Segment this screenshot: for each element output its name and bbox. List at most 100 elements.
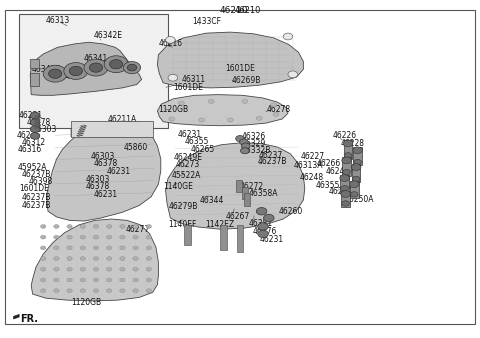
Circle shape bbox=[40, 278, 46, 282]
Circle shape bbox=[120, 278, 125, 282]
Text: 1601DE: 1601DE bbox=[226, 64, 255, 73]
Circle shape bbox=[256, 208, 267, 215]
Circle shape bbox=[93, 257, 99, 260]
Circle shape bbox=[54, 257, 59, 260]
Bar bbox=[340, 175, 349, 192]
Circle shape bbox=[93, 246, 99, 250]
Text: 46231: 46231 bbox=[18, 112, 42, 120]
Text: 46250T: 46250T bbox=[329, 187, 358, 196]
Circle shape bbox=[107, 235, 112, 239]
Circle shape bbox=[107, 267, 112, 271]
Text: 46216: 46216 bbox=[158, 40, 182, 48]
Text: 1120GB: 1120GB bbox=[71, 298, 101, 307]
Text: 46342E: 46342E bbox=[94, 31, 122, 40]
Polygon shape bbox=[13, 314, 19, 319]
Text: 46231: 46231 bbox=[178, 130, 202, 139]
Circle shape bbox=[80, 235, 85, 239]
Circle shape bbox=[133, 224, 138, 228]
Circle shape bbox=[54, 267, 59, 271]
Circle shape bbox=[273, 112, 279, 116]
Circle shape bbox=[199, 118, 204, 122]
Bar bbox=[30, 59, 39, 68]
Circle shape bbox=[80, 278, 85, 282]
Polygon shape bbox=[30, 42, 142, 95]
Circle shape bbox=[228, 118, 233, 122]
Text: 46311: 46311 bbox=[181, 75, 205, 83]
Text: 45860: 45860 bbox=[124, 143, 148, 151]
Bar bbox=[237, 225, 243, 252]
Bar bbox=[184, 225, 191, 245]
Circle shape bbox=[343, 170, 350, 175]
Circle shape bbox=[67, 278, 72, 282]
Text: 46279B: 46279B bbox=[169, 202, 198, 211]
Circle shape bbox=[120, 224, 125, 228]
Text: 46378: 46378 bbox=[85, 182, 110, 191]
Text: 46303: 46303 bbox=[90, 152, 115, 161]
Text: 45952A: 45952A bbox=[17, 163, 47, 172]
Circle shape bbox=[271, 103, 276, 107]
Text: 46278: 46278 bbox=[266, 105, 290, 114]
Text: 46267: 46267 bbox=[226, 213, 250, 221]
Circle shape bbox=[288, 71, 298, 78]
Text: 46355: 46355 bbox=[316, 181, 340, 190]
Circle shape bbox=[146, 235, 152, 239]
Text: 46277: 46277 bbox=[126, 225, 150, 234]
Circle shape bbox=[120, 267, 125, 271]
Text: 46269B: 46269B bbox=[232, 76, 261, 84]
Circle shape bbox=[241, 143, 250, 149]
Circle shape bbox=[168, 74, 178, 81]
Circle shape bbox=[30, 119, 40, 126]
Circle shape bbox=[107, 289, 112, 292]
Circle shape bbox=[30, 112, 40, 119]
Circle shape bbox=[120, 235, 125, 239]
Bar bbox=[19, 14, 168, 128]
Bar bbox=[242, 187, 248, 199]
Circle shape bbox=[146, 257, 152, 260]
Polygon shape bbox=[157, 32, 303, 88]
Bar bbox=[344, 140, 352, 159]
Text: 46250A: 46250A bbox=[345, 195, 374, 203]
Text: 46378: 46378 bbox=[94, 159, 119, 168]
Circle shape bbox=[109, 59, 123, 69]
Text: 45522A: 45522A bbox=[172, 171, 201, 180]
Circle shape bbox=[93, 289, 99, 292]
Circle shape bbox=[133, 257, 138, 260]
Text: 46332B: 46332B bbox=[242, 146, 271, 155]
Circle shape bbox=[240, 148, 249, 154]
Circle shape bbox=[107, 257, 112, 260]
Circle shape bbox=[54, 278, 59, 282]
Text: 46228: 46228 bbox=[341, 139, 365, 148]
Circle shape bbox=[169, 117, 175, 121]
Circle shape bbox=[40, 224, 46, 228]
Text: 1120GB: 1120GB bbox=[158, 105, 188, 114]
Circle shape bbox=[133, 246, 138, 250]
Text: FR.: FR. bbox=[20, 314, 38, 324]
Circle shape bbox=[236, 136, 244, 142]
Circle shape bbox=[146, 289, 152, 292]
Circle shape bbox=[166, 37, 175, 43]
Polygon shape bbox=[47, 122, 161, 221]
Bar bbox=[30, 73, 39, 86]
Text: 46313A: 46313A bbox=[294, 161, 323, 170]
Circle shape bbox=[208, 99, 214, 103]
Circle shape bbox=[123, 62, 141, 74]
Circle shape bbox=[43, 65, 67, 82]
Circle shape bbox=[30, 132, 40, 139]
Circle shape bbox=[133, 289, 138, 292]
Circle shape bbox=[30, 126, 40, 132]
Circle shape bbox=[343, 140, 353, 147]
Circle shape bbox=[340, 175, 349, 182]
Text: 46247F: 46247F bbox=[325, 167, 354, 176]
Text: 46231: 46231 bbox=[107, 167, 131, 176]
Circle shape bbox=[353, 147, 362, 153]
Circle shape bbox=[350, 192, 358, 197]
Circle shape bbox=[64, 63, 88, 79]
Bar bbox=[341, 191, 350, 207]
Bar bbox=[244, 193, 250, 206]
Text: 46237B: 46237B bbox=[22, 201, 51, 210]
Text: 46249E: 46249E bbox=[174, 153, 203, 162]
Circle shape bbox=[80, 257, 85, 260]
Circle shape bbox=[80, 289, 85, 292]
Circle shape bbox=[40, 235, 46, 239]
Circle shape bbox=[67, 246, 72, 250]
